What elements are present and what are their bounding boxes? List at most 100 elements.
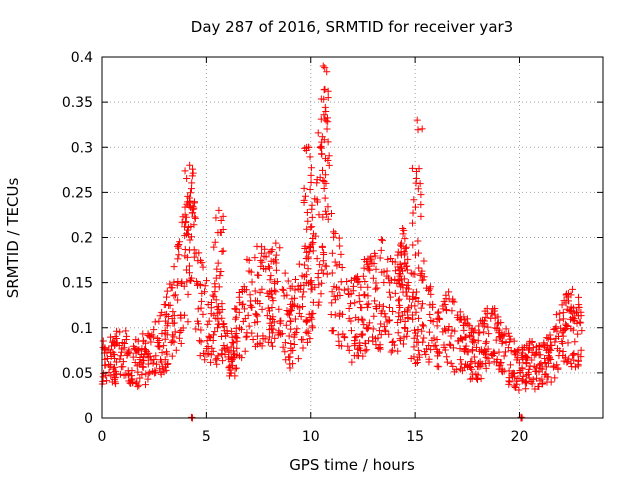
data-point xyxy=(183,278,191,286)
data-point xyxy=(410,196,418,204)
data-point xyxy=(564,358,572,366)
data-point xyxy=(413,338,421,346)
data-point xyxy=(433,322,441,330)
data-point xyxy=(294,355,302,363)
data-point xyxy=(214,259,222,267)
data-point xyxy=(106,363,114,371)
x-tick-label: 20 xyxy=(511,429,529,445)
data-point xyxy=(378,268,386,276)
data-point xyxy=(366,266,374,274)
data-point xyxy=(382,328,390,336)
data-point xyxy=(271,256,279,264)
data-point xyxy=(351,299,359,307)
data-point xyxy=(427,346,435,354)
data-point xyxy=(189,205,197,213)
data-point xyxy=(247,268,255,276)
data-point xyxy=(404,313,412,321)
data-point xyxy=(101,355,109,363)
data-point xyxy=(445,322,453,330)
data-point xyxy=(268,287,276,295)
data-point xyxy=(317,290,325,298)
data-point xyxy=(307,285,315,293)
data-point xyxy=(307,178,315,186)
data-point xyxy=(172,346,180,354)
data-point xyxy=(352,314,360,322)
data-point xyxy=(463,348,471,356)
data-point xyxy=(344,342,352,350)
data-point xyxy=(449,362,457,370)
data-point xyxy=(358,304,366,312)
data-point xyxy=(441,325,449,333)
data-point xyxy=(272,239,280,247)
data-point xyxy=(229,347,237,355)
data-point xyxy=(290,333,298,341)
data-point xyxy=(345,346,353,354)
data-point xyxy=(188,233,196,241)
data-point xyxy=(249,336,257,344)
data-point xyxy=(533,374,541,382)
data-point xyxy=(318,138,326,146)
data-point xyxy=(232,333,240,341)
data-point xyxy=(327,209,335,217)
data-point xyxy=(179,213,187,221)
data-point xyxy=(185,262,193,270)
data-point xyxy=(190,204,198,212)
data-point xyxy=(569,326,577,334)
data-point xyxy=(569,316,577,324)
data-point xyxy=(538,375,546,383)
data-point xyxy=(267,272,275,280)
data-point xyxy=(416,271,424,279)
data-point xyxy=(556,347,564,355)
data-point xyxy=(184,318,192,326)
data-point xyxy=(322,117,330,125)
data-point xyxy=(468,347,476,355)
data-point xyxy=(181,252,189,260)
data-point xyxy=(291,330,299,338)
data-point xyxy=(568,285,576,293)
data-point xyxy=(372,305,380,313)
data-point xyxy=(462,333,470,341)
data-point xyxy=(395,295,403,303)
data-point xyxy=(150,326,158,334)
data-point xyxy=(556,316,564,324)
data-point xyxy=(563,293,571,301)
data-point xyxy=(440,297,448,305)
data-point xyxy=(256,299,264,307)
data-point xyxy=(542,346,550,354)
data-point xyxy=(253,312,261,320)
data-point xyxy=(498,331,506,339)
data-point xyxy=(364,292,372,300)
data-point xyxy=(173,281,181,289)
data-point xyxy=(178,218,186,226)
data-point xyxy=(119,358,127,366)
data-point xyxy=(532,350,540,358)
data-point xyxy=(487,314,495,322)
data-point xyxy=(162,301,170,309)
y-tick-label: 0 xyxy=(84,411,93,427)
data-point xyxy=(328,299,336,307)
data-point xyxy=(403,281,411,289)
data-point xyxy=(383,272,391,280)
data-point xyxy=(110,363,118,371)
data-point xyxy=(211,280,219,288)
data-point xyxy=(387,348,395,356)
data-point xyxy=(156,343,164,351)
data-point xyxy=(266,326,274,334)
data-point xyxy=(212,274,220,282)
data-point xyxy=(211,328,219,336)
data-point xyxy=(231,315,239,323)
data-point xyxy=(364,255,372,263)
data-point xyxy=(420,257,428,265)
data-point xyxy=(324,138,332,146)
data-point xyxy=(332,296,340,304)
data-point xyxy=(379,236,387,244)
data-point xyxy=(433,336,441,344)
data-point xyxy=(360,264,368,272)
data-point xyxy=(428,336,436,344)
data-point xyxy=(449,344,457,352)
data-point xyxy=(168,284,176,292)
data-point xyxy=(570,349,578,357)
data-point xyxy=(153,360,161,368)
data-point xyxy=(577,346,585,354)
data-point xyxy=(562,290,570,298)
